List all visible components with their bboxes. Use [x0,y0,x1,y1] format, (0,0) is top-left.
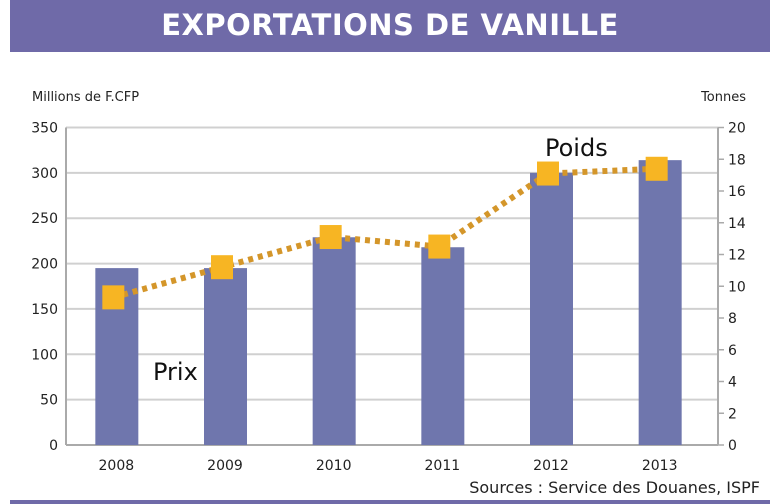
y2-tick-label: 6 [728,343,737,359]
y-tick-label: 150 [31,302,58,318]
bar-2012 [530,172,573,445]
x-tick-label: 2013 [642,458,678,474]
y2-tick-label: 16 [728,184,746,200]
bottom-rule [10,500,770,504]
y2-tick-label: 18 [728,152,746,168]
poids-marker-2008 [102,285,125,310]
y2-tick-label: 2 [728,406,737,422]
y-tick-label: 50 [40,393,58,409]
poids-marker-2011 [428,234,451,259]
y-tick-label: 200 [31,257,58,273]
y2-axis-label: Tonnes [700,90,746,105]
y2-tick-label: 10 [728,279,746,295]
y-tick-label: 350 [31,121,58,137]
bar-2010 [312,237,356,445]
x-tick-label: 2008 [99,458,135,474]
y-axis-label: Millions de F.CFP [32,90,139,105]
y2-tick-label: 0 [728,438,737,454]
poids-marker-2009 [211,255,233,280]
bar-2009 [204,268,247,445]
bar-2011 [421,247,465,445]
x-tick-label: 2010 [316,458,352,474]
series-label-poids: Poids [545,134,608,162]
chart-title-banner: EXPORTATIONS DE VANILLE [10,0,770,52]
y-tick-label: 0 [49,438,58,454]
y2-tick-label: 8 [728,311,737,327]
y-tick-label: 300 [31,166,58,182]
y2-tick-label: 14 [728,216,746,232]
x-tick-label: 2011 [425,458,461,474]
x-tick-label: 2012 [533,458,569,474]
x-tick-label: 2009 [207,458,243,474]
poids-line [112,165,657,301]
poids-marker-2013 [645,156,668,181]
bar-2013 [638,160,682,445]
y2-tick-label: 4 [728,375,737,391]
y2-tick-label: 20 [728,121,746,137]
y-tick-label: 250 [31,211,58,227]
source-note: Sources : Service des Douanes, ISPF [469,478,760,497]
y2-tick-label: 12 [728,248,746,264]
poids-marker-2010 [319,225,342,250]
y-tick-label: 100 [31,347,58,363]
series-label-prix: Prix [153,358,198,386]
poids-marker-2012 [537,161,559,186]
